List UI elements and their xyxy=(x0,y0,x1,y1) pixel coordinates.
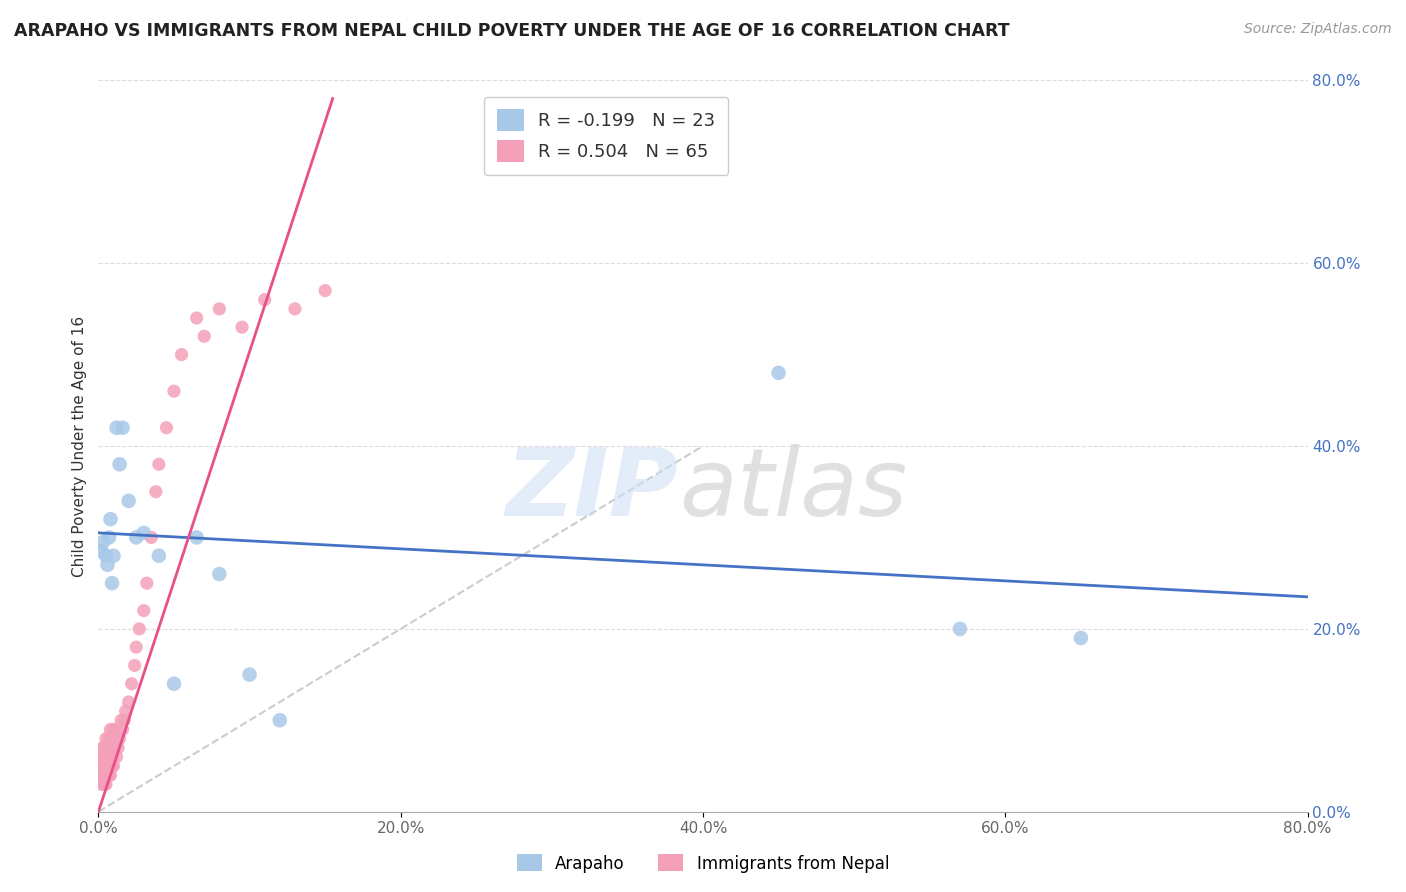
Point xyxy=(314,284,336,298)
Point xyxy=(105,723,128,737)
Point xyxy=(91,768,114,782)
Point xyxy=(93,749,115,764)
Point xyxy=(145,484,167,499)
Point xyxy=(98,530,121,544)
Point xyxy=(231,320,253,334)
Point xyxy=(768,366,790,380)
Point xyxy=(94,549,117,563)
Point xyxy=(90,777,112,791)
Point xyxy=(93,768,115,782)
Point xyxy=(94,749,117,764)
Point xyxy=(101,576,124,591)
Point xyxy=(91,740,114,755)
Point xyxy=(96,740,118,755)
Point xyxy=(89,768,111,782)
Point xyxy=(101,749,124,764)
Point xyxy=(170,347,193,362)
Point xyxy=(98,749,121,764)
Legend: R = -0.199   N = 23, R = 0.504   N = 65: R = -0.199 N = 23, R = 0.504 N = 65 xyxy=(484,96,728,175)
Point xyxy=(93,740,115,755)
Point xyxy=(94,777,117,791)
Point xyxy=(103,723,125,737)
Point xyxy=(105,421,128,435)
Point xyxy=(96,558,118,572)
Point xyxy=(107,740,129,755)
Point xyxy=(284,301,307,316)
Point xyxy=(94,768,117,782)
Point xyxy=(105,749,128,764)
Point xyxy=(135,576,157,591)
Point xyxy=(128,622,150,636)
Point xyxy=(100,723,122,737)
Point xyxy=(100,512,122,526)
Point xyxy=(111,421,134,435)
Point xyxy=(96,749,118,764)
Point xyxy=(186,530,208,544)
Point xyxy=(94,759,117,773)
Point xyxy=(93,759,115,773)
Point xyxy=(141,530,163,544)
Point xyxy=(125,530,148,544)
Point xyxy=(112,714,135,728)
Point xyxy=(108,731,131,746)
Point xyxy=(108,457,131,471)
Text: ARAPAHO VS IMMIGRANTS FROM NEPAL CHILD POVERTY UNDER THE AGE OF 16 CORRELATION C: ARAPAHO VS IMMIGRANTS FROM NEPAL CHILD P… xyxy=(14,22,1010,40)
Point xyxy=(148,549,170,563)
Point xyxy=(155,421,177,435)
Point xyxy=(103,549,125,563)
Point xyxy=(118,494,141,508)
Point xyxy=(103,759,125,773)
Text: atlas: atlas xyxy=(679,444,907,535)
Point xyxy=(91,749,114,764)
Point xyxy=(91,759,114,773)
Point xyxy=(239,667,262,681)
Point xyxy=(101,759,124,773)
Point xyxy=(208,567,231,582)
Point xyxy=(91,535,114,549)
Text: ZIP: ZIP xyxy=(506,444,679,536)
Point xyxy=(100,740,122,755)
Point xyxy=(186,310,208,325)
Point xyxy=(132,603,155,617)
Legend: Arapaho, Immigrants from Nepal: Arapaho, Immigrants from Nepal xyxy=(510,847,896,880)
Point xyxy=(163,676,186,690)
Point xyxy=(90,759,112,773)
Point xyxy=(193,329,215,343)
Point xyxy=(98,759,121,773)
Point xyxy=(118,695,141,709)
Point xyxy=(949,622,972,636)
Y-axis label: Child Poverty Under the Age of 16: Child Poverty Under the Age of 16 xyxy=(72,316,87,576)
Point xyxy=(121,676,143,690)
Point xyxy=(98,731,121,746)
Point xyxy=(103,740,125,755)
Point xyxy=(111,723,134,737)
Point xyxy=(208,301,231,316)
Point xyxy=(93,777,115,791)
Point xyxy=(163,384,186,398)
Point xyxy=(269,714,291,728)
Point xyxy=(1070,631,1092,645)
Text: Source: ZipAtlas.com: Source: ZipAtlas.com xyxy=(1244,22,1392,37)
Point xyxy=(125,640,148,655)
Point xyxy=(101,731,124,746)
Point xyxy=(98,768,121,782)
Point xyxy=(124,658,146,673)
Point xyxy=(104,731,127,746)
Point xyxy=(148,457,170,471)
Point xyxy=(96,768,118,782)
Point xyxy=(100,759,122,773)
Point xyxy=(114,704,136,718)
Point xyxy=(96,759,118,773)
Point xyxy=(110,714,132,728)
Point xyxy=(132,525,155,540)
Point xyxy=(100,768,122,782)
Point xyxy=(94,731,117,746)
Point xyxy=(90,544,112,558)
Point xyxy=(90,749,112,764)
Point xyxy=(253,293,276,307)
